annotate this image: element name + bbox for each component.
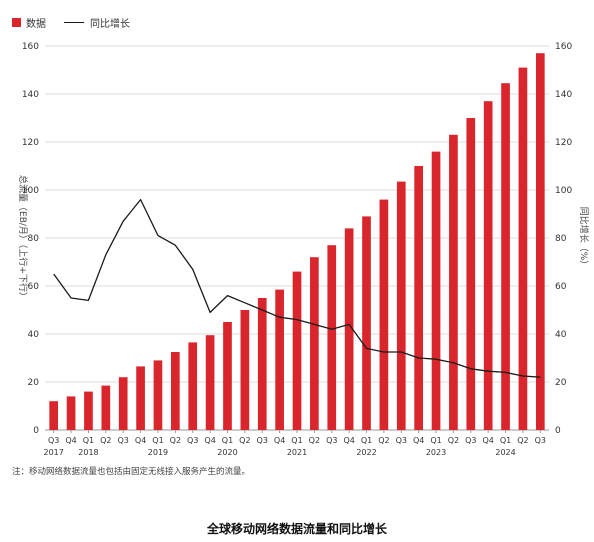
x-tick-label: Q1 (152, 436, 163, 445)
legend-line-swatch (64, 21, 84, 23)
y-tick-label-right: 20 (555, 378, 567, 388)
y-tick-label-right: 160 (555, 42, 572, 52)
bar (431, 151, 441, 430)
x-tick-label: Q2 (170, 436, 181, 445)
legend: 数据 同比增长 (12, 14, 130, 30)
x-tick-label: Q3 (535, 436, 546, 445)
legend-line-label: 同比增长 (90, 18, 130, 30)
x-tick-label: Q2 (100, 436, 111, 445)
bar (188, 342, 198, 430)
bar (466, 118, 476, 430)
x-tick-label: Q4 (413, 436, 424, 445)
x-tick-label: Q3 (187, 436, 198, 445)
y-axis-right-title: 同比增长（%） (578, 207, 590, 270)
y-tick-label-left: 20 (28, 378, 40, 388)
gridlines (45, 45, 549, 431)
x-tick-label: Q1 (361, 436, 372, 445)
x-tick-label: Q4 (135, 436, 146, 445)
y-tick-label-right: 120 (555, 138, 572, 148)
x-tick-label: Q4 (482, 436, 493, 445)
y-tick-label-left: 140 (22, 90, 39, 100)
bar (84, 391, 93, 430)
bar (275, 289, 284, 430)
y-tick-label-left: 100 (22, 186, 39, 196)
y-tick-label-left: 0 (33, 426, 39, 436)
bar (344, 228, 354, 430)
x-tick-label: Q3 (118, 436, 129, 445)
y-tick-label-right: 40 (555, 330, 567, 340)
growth-line-series (53, 198, 541, 378)
x-year-label: 2024 (495, 448, 515, 457)
x-tick-label: Q3 (396, 436, 407, 445)
x-tick-label: Q3 (257, 436, 268, 445)
bar (205, 335, 215, 430)
x-tick-label: Q3 (48, 436, 59, 445)
bar (310, 257, 319, 430)
y-tick-label-right: 100 (555, 186, 572, 196)
bar (483, 101, 493, 430)
bar (101, 385, 111, 430)
y-tick-label-left: 120 (22, 138, 39, 148)
x-tick-label: Q2 (448, 436, 459, 445)
legend-bar-swatch (12, 17, 21, 27)
x-year-label: 2020 (217, 448, 237, 457)
x-tick-label: Q4 (65, 436, 76, 445)
x-tick-label: Q2 (309, 436, 320, 445)
x-year-label: 2023 (426, 448, 446, 457)
x-year-label: 2021 (287, 448, 307, 457)
growth-line (53, 198, 541, 378)
bar (362, 216, 371, 430)
bar (518, 67, 528, 430)
bar (396, 181, 406, 430)
x-tick-label: Q1 (83, 436, 94, 445)
bar (449, 134, 458, 431)
bar-series (49, 53, 545, 431)
bar (535, 53, 545, 430)
x-tick-label: Q3 (465, 436, 476, 445)
y-tick-label-left: 160 (22, 42, 39, 52)
bar (501, 83, 510, 430)
bar (327, 245, 337, 430)
x-tick-label: Q3 (326, 436, 337, 445)
x-tick-label: Q4 (274, 436, 285, 445)
x-tick-label: Q1 (500, 436, 511, 445)
x-year-label: 2018 (78, 448, 98, 457)
y-tick-label-right: 60 (555, 282, 567, 292)
bar (118, 377, 128, 430)
bar (292, 271, 302, 430)
x-tick-label: Q2 (239, 436, 250, 445)
bar (257, 298, 267, 430)
y-tick-label-left: 40 (28, 330, 40, 340)
y-tick-label-right: 0 (555, 426, 561, 436)
x-year-label: 2017 (44, 448, 64, 457)
y-tick-label-right: 140 (555, 90, 572, 100)
legend-bar-label: 数据 (26, 18, 46, 30)
bar (171, 352, 180, 430)
x-year-label: 2019 (148, 448, 168, 457)
chart-title: 全球移动网络数据流量和同比增长 (206, 522, 387, 536)
x-tick-label: Q1 (430, 436, 441, 445)
x-year-label: 2022 (356, 448, 376, 457)
y-tick-label-left: 80 (28, 234, 40, 244)
bar (49, 401, 59, 430)
x-tick-label: Q4 (343, 436, 354, 445)
x-tick-label: Q2 (378, 436, 389, 445)
footnote: 注：移动网络数据流量也包括由固定无线接入服务产生的流量。 (12, 467, 251, 477)
bar (223, 322, 232, 430)
bar (153, 360, 163, 430)
bar (414, 166, 423, 430)
y-axis-left-title: 总流量（EB/月）（上行+下行） (17, 175, 29, 301)
bar (379, 199, 389, 430)
bar (136, 366, 145, 430)
x-tick-label: Q4 (204, 436, 215, 445)
bar (66, 396, 76, 430)
x-tick-label: Q1 (291, 436, 302, 445)
bar (240, 310, 250, 430)
y-tick-label-left: 60 (28, 282, 40, 292)
x-tick-label: Q1 (222, 436, 233, 445)
x-tick-label: Q2 (517, 436, 528, 445)
y-tick-label-right: 80 (555, 234, 567, 244)
